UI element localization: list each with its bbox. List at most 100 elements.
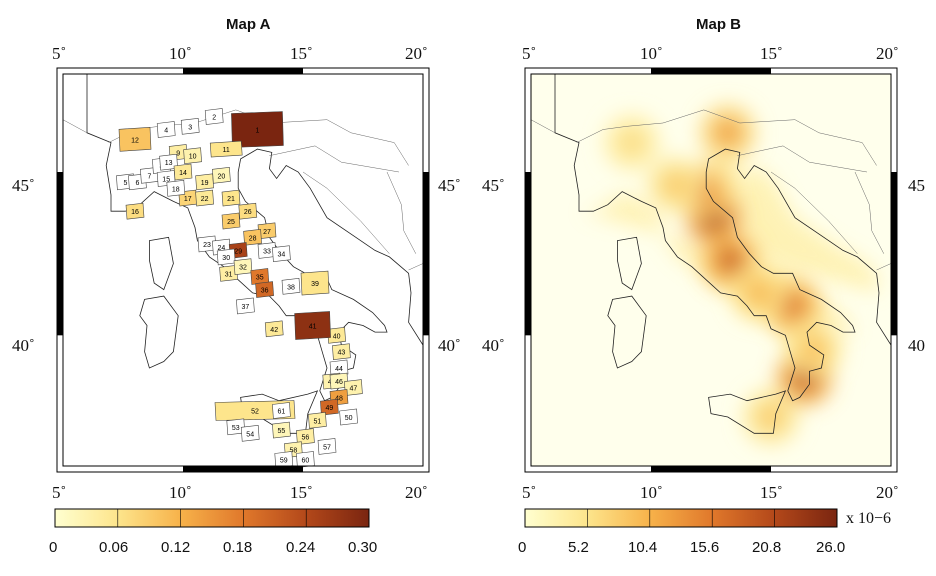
map-b-colorbar-tick: 20.8 — [752, 539, 782, 556]
map-a-lon-label-bottom-2: 10˚ — [169, 483, 192, 502]
map-a-frame-bar-left — [57, 172, 63, 336]
zone-44-polygon — [329, 359, 349, 377]
zone-53-label: 53 — [232, 425, 240, 432]
zone-51-label: 51 — [314, 418, 322, 425]
zone-61-polygon — [272, 402, 291, 419]
zone-42-label: 42 — [270, 327, 278, 334]
zone-31-label: 31 — [225, 271, 233, 278]
map-a-lat-label-right-45: 45˚ — [438, 176, 461, 195]
map-a-panel: Map A 1234567891011121314151617181920212… — [12, 16, 461, 556]
zone-34-polygon — [272, 245, 291, 263]
map-b-lon-label-bottom-2: 10˚ — [640, 483, 663, 502]
zone-38-polygon — [281, 277, 301, 295]
map-a-border-line — [271, 119, 409, 166]
zone-1-polygon — [231, 111, 284, 148]
zone-41-polygon — [294, 311, 331, 340]
zone-13-label: 13 — [165, 160, 173, 167]
map-a-colorbar-tick: 0.30 — [348, 539, 378, 556]
zone-42-polygon — [264, 320, 284, 338]
zone-36-polygon — [255, 281, 274, 298]
zone-34-label: 34 — [278, 252, 286, 259]
zone-26-label: 26 — [244, 209, 252, 216]
zone-43-label: 43 — [338, 350, 346, 357]
map-b-frame-bar-right — [891, 172, 897, 336]
zone-22-polygon — [195, 189, 214, 207]
map-a-svg: 1234567891011121314151617181920212223242… — [54, 67, 430, 528]
zone-41-label: 41 — [309, 324, 317, 331]
zone-48-label: 48 — [335, 395, 343, 402]
hazard-peak — [661, 171, 689, 200]
map-a-border-line — [408, 263, 424, 271]
zone-55-label: 55 — [278, 428, 286, 435]
map-a-colorbar-tick: 0.18 — [223, 539, 253, 556]
zone-37-polygon — [236, 297, 255, 315]
map-b-colorbar-unit: x 10−6 — [846, 510, 892, 527]
zone-7-label: 7 — [147, 173, 151, 180]
zone-12-label: 12 — [131, 137, 139, 144]
map-b-coast-italy — [554, 73, 892, 402]
zone-19-polygon — [195, 173, 214, 191]
map-a-colorbar-tick: 0.12 — [161, 539, 191, 556]
zone-15-label: 15 — [162, 177, 170, 184]
map-b-colorbar-tick: 0 — [518, 539, 527, 556]
map-a-colorbar-tick: 0.24 — [286, 539, 316, 556]
hazard-peak — [716, 246, 745, 275]
zone-3-polygon — [180, 117, 200, 135]
zone-31-polygon — [219, 264, 238, 282]
zone-1-label: 1 — [255, 128, 259, 135]
map-b-border-line — [854, 171, 885, 254]
map-a-lon-label-top-3: 15˚ — [290, 44, 313, 63]
hazard-peak — [745, 278, 773, 307]
map-a-border-line — [62, 119, 88, 134]
map-b-border-line — [530, 119, 556, 134]
zone-25-label: 25 — [227, 219, 235, 226]
map-b-lat-label-left-40: 40˚ — [482, 336, 505, 355]
zone-60-label: 60 — [302, 457, 310, 464]
zone-16-label: 16 — [131, 209, 139, 216]
zone-30-label: 30 — [222, 255, 230, 262]
map-b-coast-sardinia — [607, 295, 647, 369]
map-b-colorbar-tick: 10.4 — [628, 539, 658, 556]
zone-50-label: 50 — [345, 415, 353, 422]
zone-32-label: 32 — [239, 265, 247, 272]
map-a-lon-label-top-1: 5˚ — [52, 44, 67, 63]
zone-16-polygon — [125, 202, 145, 220]
map-a-title: Map A — [226, 16, 271, 33]
zone-33-label: 33 — [263, 248, 271, 255]
zone-11-polygon — [209, 140, 243, 158]
map-b-panel: Map B 5˚ 10˚ 15˚ 20˚ 5˚ 10˚ 15˚ 20˚ 45˚ … — [468, 0, 936, 576]
map-b-lat-label-right-45: 45 — [908, 176, 925, 195]
zone-49-label: 49 — [326, 405, 334, 412]
zone-52-label: 52 — [251, 408, 259, 415]
map-a-lat-label-left-45: 45˚ — [12, 176, 35, 195]
zone-40-label: 40 — [333, 333, 341, 340]
zone-28-label: 28 — [249, 235, 257, 242]
map-a-colorbar-tick: 0.06 — [99, 539, 129, 556]
map-b-colorbar — [524, 508, 838, 528]
map-a-zones: 1234567891011121314151617181920212223242… — [116, 108, 363, 468]
zone-57-polygon — [317, 438, 337, 455]
zone-21-label: 21 — [227, 196, 235, 203]
zone-43-polygon — [332, 343, 351, 361]
zone-11-label: 11 — [223, 147, 230, 154]
map-b-colorbar-tick: 5.2 — [568, 539, 589, 556]
hazard-peak — [713, 118, 742, 147]
map-a-lon-label-bottom-1: 5˚ — [52, 483, 67, 502]
map-b-border-line — [739, 119, 877, 166]
zone-12-polygon — [118, 126, 152, 152]
map-a-coast-sardinia — [139, 295, 179, 369]
map-b-lat-label-right-40: 40 — [908, 336, 925, 355]
zone-49-polygon — [320, 398, 339, 416]
zone-56-polygon — [296, 428, 315, 445]
zone-28-polygon — [243, 228, 262, 246]
map-a-lon-label-bottom-3: 15˚ — [290, 483, 313, 502]
zone-4-polygon — [156, 121, 176, 138]
zone-39-label: 39 — [311, 281, 319, 288]
zone-38-label: 38 — [287, 284, 295, 291]
zone-18-polygon — [166, 179, 186, 197]
map-b-frame-bar-bottom — [651, 466, 771, 472]
zone-40-polygon — [327, 326, 346, 344]
zone-36-label: 36 — [261, 288, 269, 295]
map-b-lon-label-top-3: 15˚ — [760, 44, 783, 63]
zone-61-label: 61 — [278, 408, 286, 415]
